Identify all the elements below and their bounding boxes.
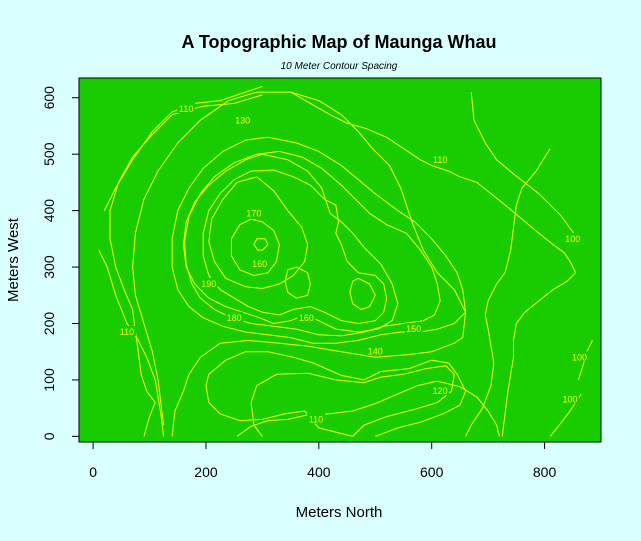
contour-label-bg (563, 232, 582, 243)
contour-line (290, 91, 577, 437)
contour-label-bg (570, 351, 589, 362)
contour-label: 160 (299, 313, 314, 323)
contour-line (253, 238, 269, 251)
contour-label-bg (404, 323, 423, 334)
contour-line (250, 365, 455, 437)
x-tick-label: 200 (194, 464, 218, 480)
contour-label: 100 (562, 395, 577, 405)
contour-labels: 110 130 110 100 170 160 190 180 160 150 140 110 120 1… (117, 103, 589, 424)
contour-label-bg (307, 413, 326, 424)
x-tick-label: 400 (307, 464, 331, 480)
contour-label: 150 (406, 324, 421, 334)
x-tick-label: 0 (89, 464, 97, 480)
y-tick-label: 600 (41, 86, 57, 110)
contour-label: 110 (179, 104, 193, 114)
y-tick-label: 500 (41, 142, 57, 166)
y-tick-label: 0 (41, 432, 57, 440)
contour-line (183, 150, 441, 337)
contour-label: 130 (235, 115, 250, 125)
contour-line (465, 148, 551, 437)
contour-label: 170 (246, 208, 261, 218)
contour-label-bg (297, 311, 316, 322)
contour-label-bg (366, 345, 385, 356)
contour-line (109, 94, 263, 437)
contour-label: 100 (565, 234, 580, 244)
contour-label: 190 (201, 279, 216, 289)
plot-area (79, 78, 601, 442)
contour-label-bg (250, 258, 269, 269)
x-tick-label: 600 (420, 464, 444, 480)
contour-label: 180 (227, 313, 242, 323)
y-tick-label: 300 (41, 255, 57, 279)
chart-subtitle: 10 Meter Contour Spacing (281, 61, 398, 72)
contour-line (470, 92, 577, 237)
y-axis: 0 100 200 300 400 500 600 (41, 86, 79, 440)
contour-line (205, 351, 467, 437)
contour-line (182, 153, 399, 333)
contour-label-bg (177, 103, 196, 114)
contour-label-bg (431, 385, 450, 396)
contour-label: 110 (120, 327, 134, 337)
contour-label-bg (233, 114, 252, 125)
x-tick-label: 800 (533, 464, 557, 480)
contour-line (349, 277, 376, 310)
contour-label: 140 (368, 347, 383, 357)
contour-line (202, 169, 388, 325)
contour-label: 160 (252, 259, 267, 269)
contour-line (230, 218, 280, 277)
y-tick-label: 400 (41, 199, 57, 223)
x-axis: 0 200 400 600 800 (89, 442, 556, 480)
contour-line (236, 380, 500, 437)
contour-label-bg (560, 393, 579, 404)
contour-label-bg (244, 207, 263, 218)
chart-title: A Topographic Map of Maunga Whau (182, 32, 497, 52)
contour-label-bg (199, 277, 218, 288)
contour-label-bg (431, 153, 450, 164)
contour-line (208, 176, 309, 290)
contour-line (98, 249, 165, 437)
contour-lines (98, 86, 593, 437)
contour-line (132, 91, 467, 437)
contour-label-bg (225, 311, 244, 322)
contour-label-bg (117, 325, 136, 336)
contour-line (103, 86, 263, 211)
contour-label: 100 (572, 352, 587, 362)
contour-label: 110 (433, 155, 447, 165)
contour-line (284, 266, 311, 299)
y-axis-label: Meters West (5, 217, 22, 302)
contour-line (171, 136, 467, 344)
contour-label: 120 (433, 386, 448, 396)
y-tick-label: 100 (41, 368, 57, 392)
plot-frame (78, 77, 602, 443)
y-tick-label: 200 (41, 312, 57, 336)
x-axis-label: Meters North (296, 504, 383, 521)
contour-label: 110 (309, 414, 323, 424)
